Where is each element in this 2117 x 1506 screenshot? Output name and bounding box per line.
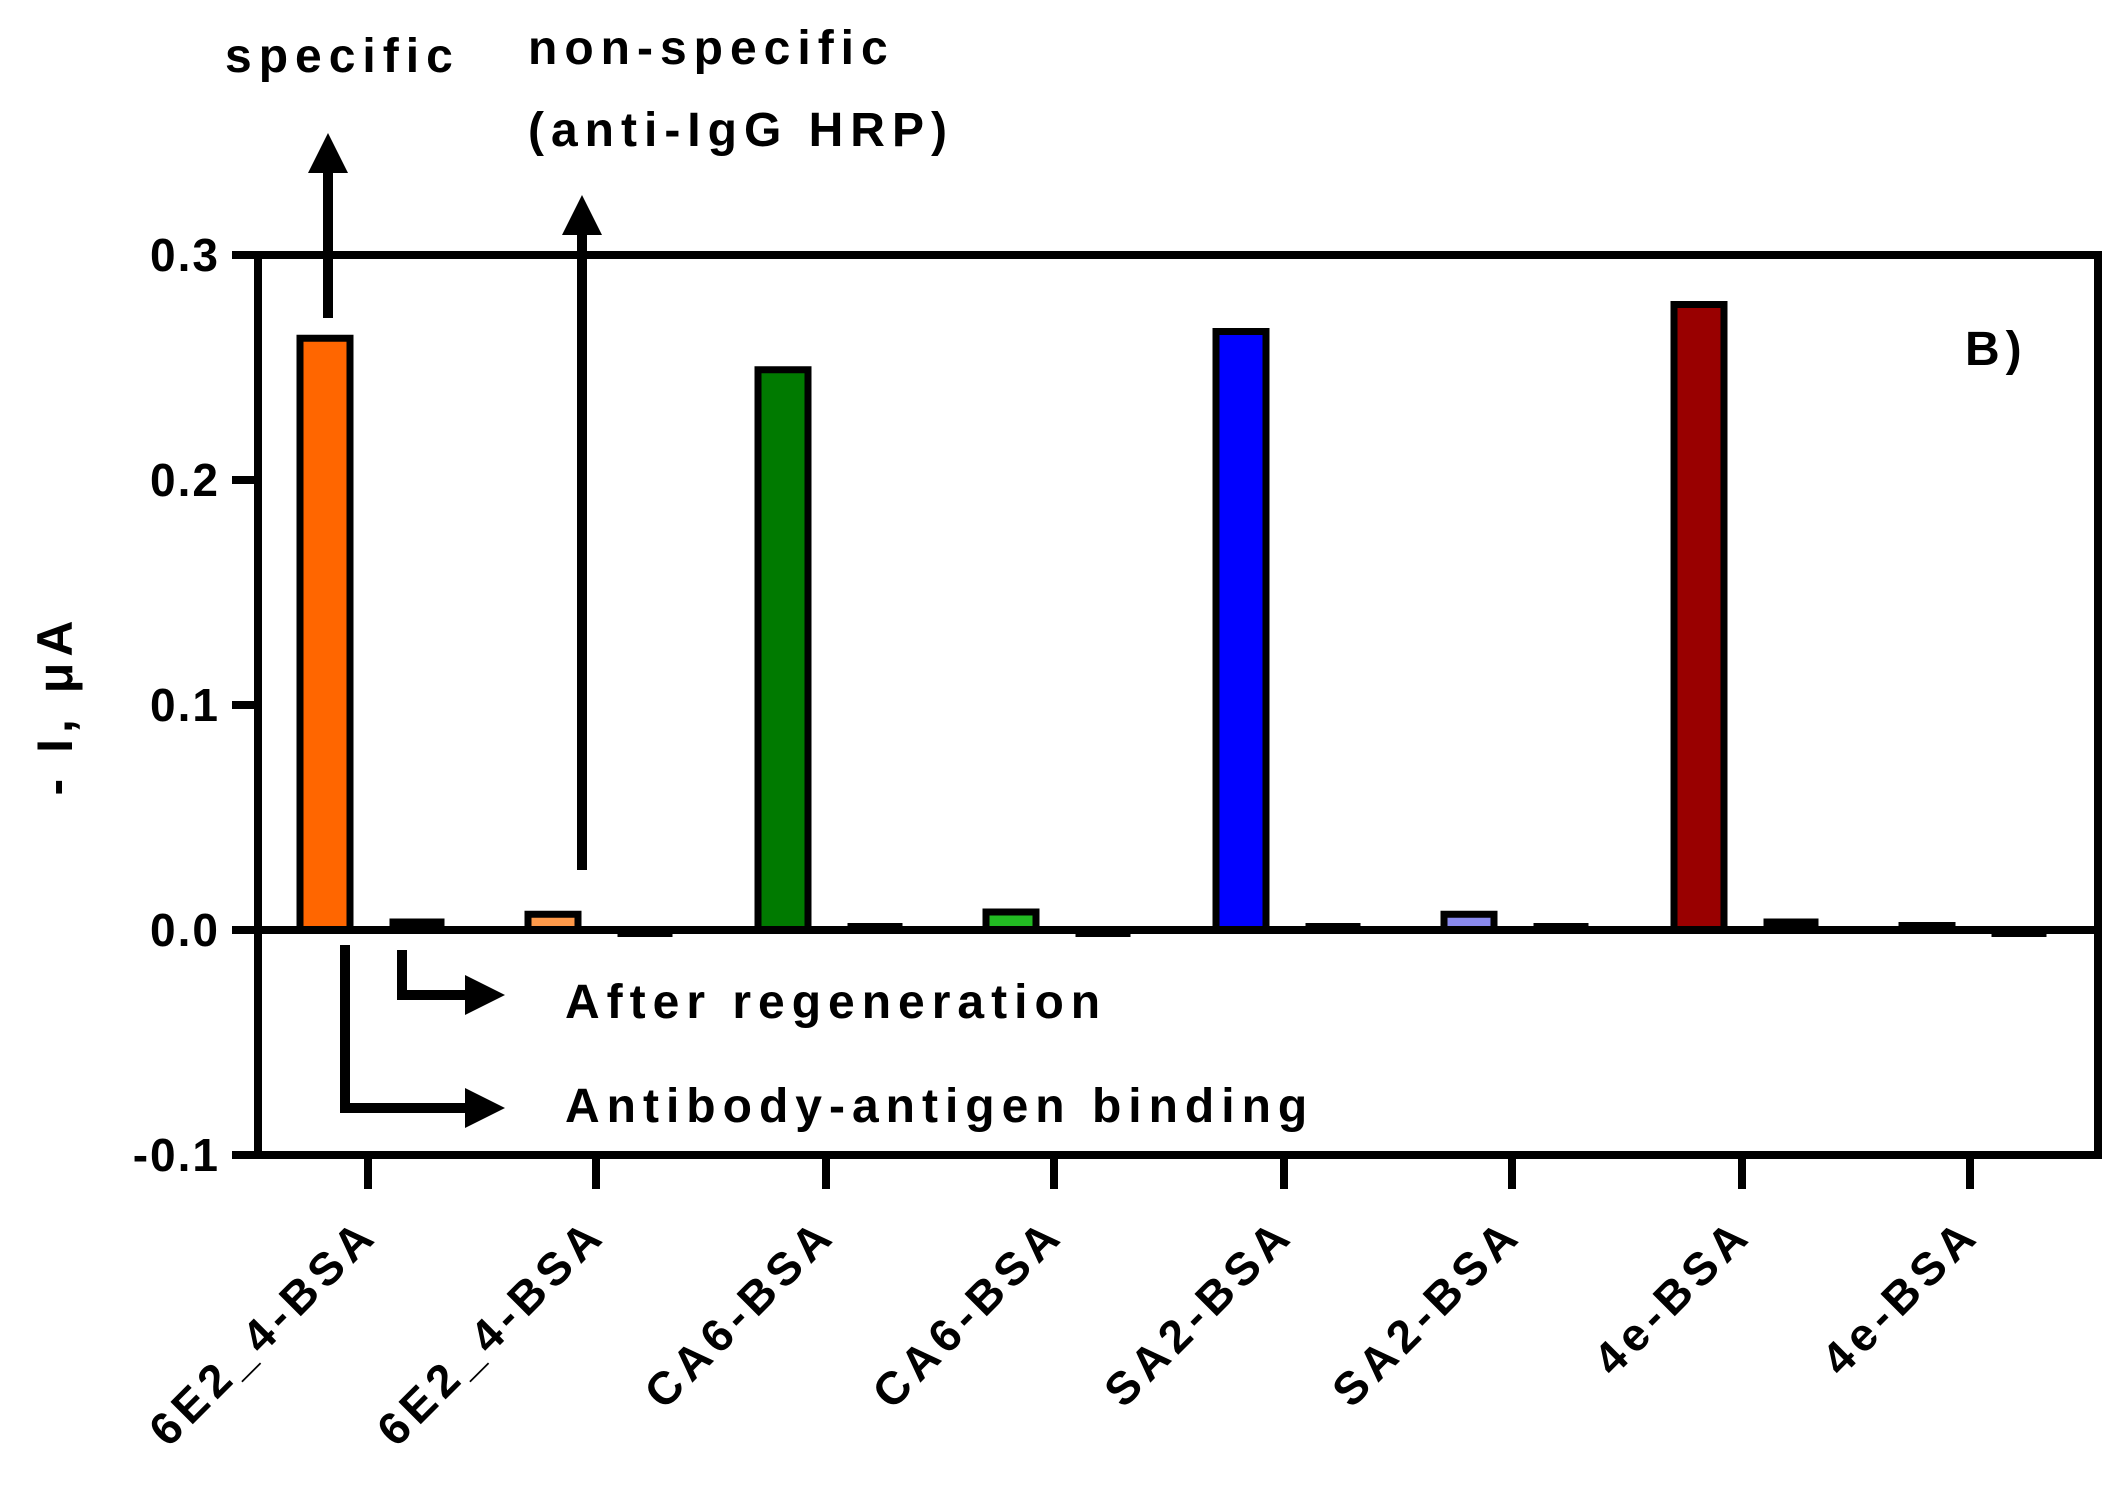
y-tick-label: 0.2 [150, 454, 220, 506]
x-tick-label: SA2-BSA [1094, 1207, 1303, 1416]
nonspecific-label-line2: (anti-IgG HRP) [528, 104, 954, 157]
nonspecific-label-line1: non-specific [528, 22, 895, 75]
binding-label: Antibody-antigen binding [565, 1080, 1314, 1133]
bar-binding [754, 366, 812, 934]
bar-binding [296, 334, 354, 934]
panel-label: B) [1965, 323, 2028, 376]
x-tick-label: 6E2_4-BSA [139, 1207, 388, 1456]
y-tick-label: 0.0 [150, 904, 220, 956]
y-tick-label: -0.1 [133, 1129, 220, 1181]
x-tick-label: CA6-BSA [862, 1207, 1073, 1418]
after-regeneration-arrow [397, 950, 505, 1015]
x-tick-label: SA2-BSA [1322, 1207, 1531, 1416]
x-tick-label: CA6-BSA [634, 1207, 845, 1418]
specific-label: specific [225, 30, 460, 83]
y-tick-label: 0.1 [150, 679, 220, 731]
x-tick-label: 6E2_4-BSA [367, 1207, 616, 1456]
after-regeneration-label: After regeneration [565, 976, 1107, 1029]
x-tick-label: 4e-BSA [1811, 1207, 1989, 1385]
y-axis: -0.1 0.0 0.1 0.2 0.3 [133, 229, 258, 1181]
binding-arrow [340, 945, 505, 1128]
bar-binding [1212, 328, 1270, 934]
x-tick-label: 4e-BSA [1583, 1207, 1761, 1385]
y-tick-label: 0.3 [150, 229, 220, 281]
bar-binding [1670, 301, 1728, 934]
plot-frame [254, 251, 2102, 1159]
bars-layer [296, 301, 2047, 937]
y-axis-title: - I, μA [27, 615, 83, 796]
